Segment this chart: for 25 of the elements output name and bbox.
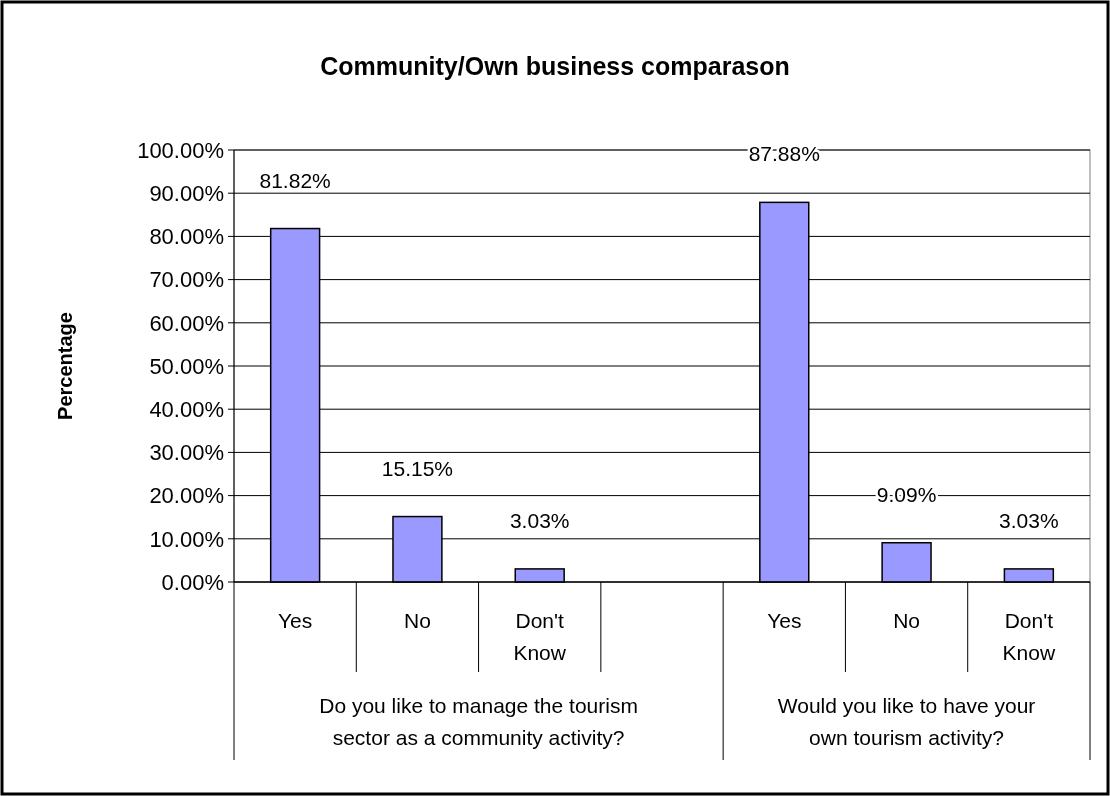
x-tick-label: Don't Know	[1002, 609, 1056, 664]
x-tick-label: Yes	[278, 609, 313, 632]
y-tick-label: 60.00%	[149, 310, 224, 336]
y-tick-label: 50.00%	[149, 353, 224, 379]
y-tick-label: 70.00%	[149, 267, 224, 293]
y-tick-label: 90.00%	[149, 180, 224, 206]
y-tick-label: 40.00%	[149, 396, 224, 422]
y-tick-label: 100.00%	[137, 137, 224, 163]
y-axis-title: Percentage	[54, 312, 76, 420]
x-tick-label: Yes	[767, 609, 802, 632]
text: Would you like to have your own tourism activity?	[777, 694, 1036, 749]
data-label: 81.82%	[259, 168, 331, 192]
data-label: 3.03%	[509, 508, 570, 532]
x-tick-label: No	[893, 609, 920, 632]
y-tick-label: 80.00%	[149, 224, 224, 250]
data-label: 3.03%	[999, 508, 1059, 532]
x-tick-label: No	[404, 609, 431, 632]
chart-title: Community/Own business comparason	[320, 52, 790, 80]
x-tick-label: Don't Know	[513, 609, 567, 664]
y-tick-label: 30.00%	[149, 440, 224, 466]
y-tick-label: 10.00%	[149, 526, 224, 552]
y-tick-label: 20.00%	[149, 483, 224, 509]
y-tick-label: 0.00%	[161, 569, 224, 595]
data-label: 15.15%	[381, 456, 454, 480]
text: Do you like to manage the tourism sector as a community activity?	[319, 694, 638, 749]
